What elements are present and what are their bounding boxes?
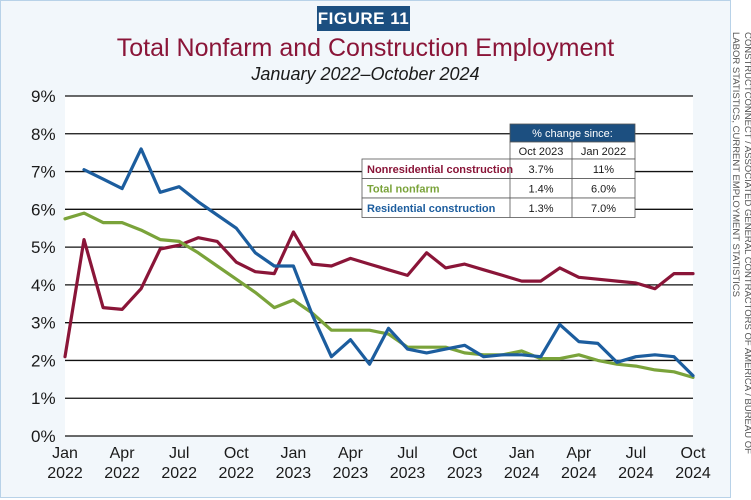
x-tick-year: 2022 <box>161 465 197 482</box>
x-tick-month: Oct <box>681 445 706 462</box>
table-cell: 3.7% <box>528 164 553 176</box>
series-lines <box>63 147 695 379</box>
x-tick-year: 2023 <box>390 465 426 482</box>
table-row-label: Total nonfarm <box>367 184 440 196</box>
y-tick-label: 2% <box>31 351 56 370</box>
x-tick-year: 2023 <box>447 465 483 482</box>
table-row-label: Residential construction <box>367 203 496 215</box>
table-cell: 6.0% <box>591 184 616 196</box>
x-tick-year: 2022 <box>218 465 254 482</box>
y-tick-label: 7% <box>31 163 56 182</box>
x-tick-year: 2023 <box>276 465 312 482</box>
x-tick-month: Apr <box>338 445 364 462</box>
x-tick-year: 2022 <box>104 465 140 482</box>
x-tick-month: Jul <box>626 445 646 462</box>
x-tick-month: Jul <box>169 445 189 462</box>
change-table: % change since: Oct 2023 Jan 2022 Nonreside… <box>361 123 636 218</box>
chart-title: Total Nonfarm and Construction Employmen… <box>116 34 615 62</box>
x-tick-month: Jul <box>397 445 417 462</box>
x-tick-month: Oct <box>452 445 477 462</box>
series-line-nonresidential-construction <box>63 230 695 359</box>
x-tick-year: 2023 <box>333 465 369 482</box>
table-header: % change since: <box>532 128 613 140</box>
source-note: CONSTRUCTCONNECT / ASSOCIATED GENERAL CO… <box>730 32 751 454</box>
table-cell: 7.0% <box>591 203 616 215</box>
x-tick-month: Jan <box>280 445 306 462</box>
series-line-residential-construction <box>82 147 695 378</box>
y-tick-label: 1% <box>31 389 56 408</box>
x-tick-year: 2022 <box>47 465 83 482</box>
x-tick-year: 2024 <box>504 465 540 482</box>
x-tick-year: 2024 <box>561 465 597 482</box>
x-tick-month: Jan <box>52 445 78 462</box>
series-line-total-nonfarm <box>63 211 695 379</box>
x-axis-ticks: Jan 2022 Apr 2022 Jul 2022 Oct 2022 Jan 2023 Apr 20… <box>47 445 711 482</box>
x-tick-year: 2024 <box>618 465 654 482</box>
y-tick-label: 9% <box>31 87 56 106</box>
y-tick-label: 0% <box>31 427 56 446</box>
table-cell: 1.3% <box>528 203 553 215</box>
x-tick-month: Apr <box>110 445 136 462</box>
y-tick-label: 5% <box>31 238 56 257</box>
table-row-label: Nonresidential construction <box>367 164 513 176</box>
x-tick-month: Oct <box>224 445 249 462</box>
chart-subtitle: January 2022–October 2024 <box>251 64 480 84</box>
figure-badge: FIGURE 11 <box>317 6 410 31</box>
y-tick-label: 4% <box>31 276 56 295</box>
employment-line-chart: 0% 1% 2% 3% 4% 5% 6% 7% 8% 9% Jan 2022 Apr 2022 Jul 20… <box>31 87 711 482</box>
x-tick-month: Apr <box>566 445 592 462</box>
y-axis-ticks: 0% 1% 2% 3% 4% 5% 6% 7% 8% 9% <box>31 87 56 446</box>
x-tick-month: Jan <box>509 445 535 462</box>
table-cell: 1.4% <box>528 184 553 196</box>
table-column-label: Jan 2022 <box>581 146 626 158</box>
y-tick-label: 6% <box>31 200 56 219</box>
table-column-label: Oct 2023 <box>519 146 564 158</box>
table-row <box>361 197 636 218</box>
y-tick-label: 8% <box>31 125 56 144</box>
table-cell: 11% <box>593 164 614 176</box>
y-tick-label: 3% <box>31 314 56 333</box>
x-tick-year: 2024 <box>675 465 711 482</box>
